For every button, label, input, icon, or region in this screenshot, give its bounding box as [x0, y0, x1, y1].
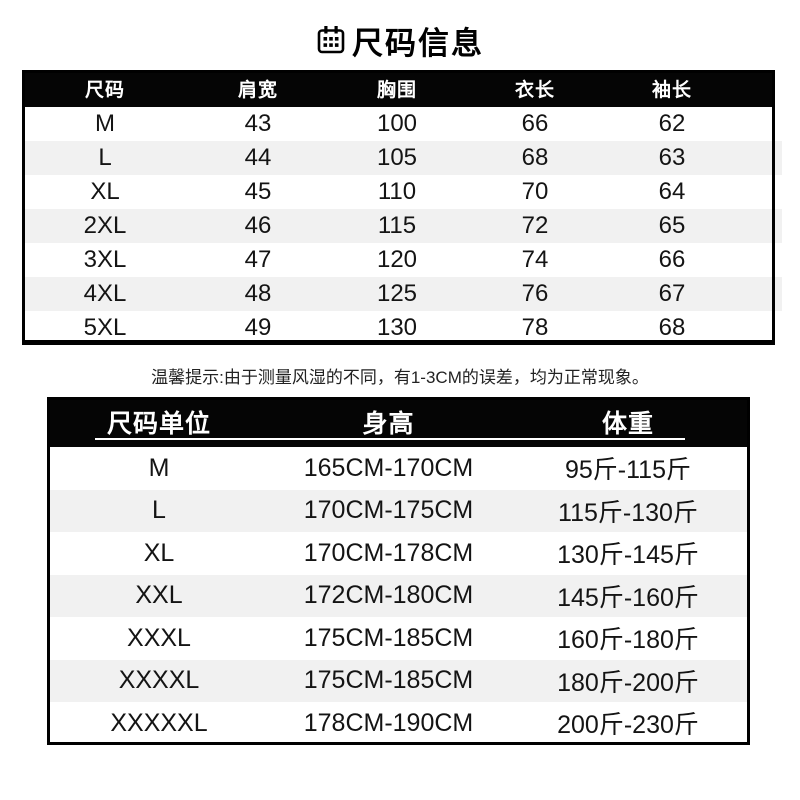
chest-cell: 110	[377, 178, 417, 205]
weight-cell: 160斤-180斤	[557, 626, 699, 655]
size-table-header-chest: 胸围	[376, 80, 417, 101]
calendar-grid-icon	[316, 25, 346, 55]
size-table-header-row: 尺码 肩宽 胸围 衣长 袖长	[22, 70, 775, 107]
size-cell: XXXL	[127, 623, 191, 652]
shoulder-cell: 44	[244, 144, 272, 171]
sleeve-cell: 66	[658, 246, 686, 273]
page-title: 尺码信息	[0, 20, 800, 61]
height-cell: 170CM-175CM	[303, 496, 474, 525]
sleeve-cell: 64	[658, 178, 686, 205]
size-cell: XXXXXL	[110, 708, 208, 737]
size-table-header-length: 衣长	[514, 80, 555, 101]
height-cell: 170CM-178CM	[303, 538, 474, 567]
size-table-header-sleeve: 袖长	[651, 80, 692, 101]
header-underline	[95, 438, 685, 440]
length-cell: 74	[521, 246, 549, 273]
size-cell: XXL	[135, 581, 183, 610]
shoulder-cell: 47	[244, 246, 272, 273]
table-row: 4XL 48 125 76 67	[22, 277, 782, 311]
sleeve-cell: 68	[658, 314, 686, 341]
size-cell: XXXXL	[118, 666, 200, 695]
height-cell: 175CM-185CM	[303, 623, 474, 652]
chest-cell: 105	[376, 144, 418, 171]
table-row: XXXXL 175CM-185CM 180斤-200斤	[47, 659, 750, 702]
weight-cell: 180斤-200斤	[557, 668, 699, 697]
sleeve-cell: 67	[658, 280, 686, 307]
size-cell: L	[98, 144, 112, 171]
table-row: 2XL 46 115 72 65	[22, 209, 782, 243]
shoulder-cell: 49	[244, 314, 272, 341]
size-cell: 4XL	[83, 280, 127, 307]
chest-cell: 115	[377, 212, 417, 239]
table-row: 5XL 49 130 78 68	[22, 311, 782, 345]
table-row: XXL 172CM-180CM 145斤-160斤	[47, 574, 750, 617]
size-cell: M	[95, 110, 115, 137]
height-cell: 165CM-170CM	[303, 453, 474, 482]
table-row: M 43 100 66 62	[22, 107, 782, 141]
table-row: XL 45 110 70 64	[22, 175, 782, 209]
measurement-tip: 温馨提示:由于测量风湿的不同，有1-3CM的误差，均为正常现象。	[151, 368, 649, 387]
size-cell: L	[152, 496, 166, 525]
weight-cell: 95斤-115斤	[565, 456, 691, 485]
table-row: L 44 105 68 63	[22, 141, 782, 175]
length-cell: 68	[521, 144, 549, 171]
chest-cell: 125	[376, 280, 418, 307]
size-table-header-size: 尺码	[84, 80, 125, 101]
length-cell: 78	[521, 314, 549, 341]
sleeve-cell: 62	[658, 110, 686, 137]
unit-table-header-weight: 体重	[601, 410, 654, 438]
length-cell: 70	[521, 178, 549, 205]
size-cell: 5XL	[83, 314, 127, 341]
length-cell: 66	[521, 110, 549, 137]
length-cell: 72	[521, 212, 549, 239]
unit-table-header-height: 身高	[362, 410, 415, 438]
weight-cell: 200斤-230斤	[557, 711, 699, 740]
size-cell: M	[148, 453, 170, 482]
height-cell: 178CM-190CM	[303, 708, 474, 737]
chest-cell: 100	[376, 110, 418, 137]
unit-table-header-row: 尺码单位 身高 体重	[47, 397, 750, 447]
unit-table: 尺码单位 身高 体重 M 165CM-170CM 95斤-115斤 L 170C…	[47, 397, 750, 745]
size-cell: XL	[90, 178, 120, 205]
height-cell: 175CM-185CM	[303, 666, 474, 695]
length-cell: 76	[521, 280, 549, 307]
size-cell: 3XL	[83, 246, 127, 273]
table-row: XXXL 175CM-185CM 160斤-180斤	[47, 617, 750, 660]
unit-table-header-size: 尺码单位	[106, 410, 211, 438]
shoulder-cell: 45	[244, 178, 272, 205]
shoulder-cell: 48	[244, 280, 272, 307]
height-cell: 172CM-180CM	[303, 581, 474, 610]
size-table-header-shoulder: 肩宽	[237, 80, 278, 101]
table-row: 3XL 47 120 74 66	[22, 243, 782, 277]
sleeve-cell: 65	[658, 212, 686, 239]
chest-cell: 130	[376, 314, 418, 341]
table-row: M 165CM-170CM 95斤-115斤	[47, 447, 750, 490]
shoulder-cell: 43	[244, 110, 272, 137]
weight-cell: 130斤-145斤	[557, 541, 699, 570]
table-row: XL 170CM-178CM 130斤-145斤	[47, 532, 750, 575]
table-row: XXXXXL 178CM-190CM 200斤-230斤	[47, 702, 750, 745]
size-cell: XL	[143, 538, 175, 567]
size-table: 尺码 肩宽 胸围 衣长 袖长 M 43 100 66 62 L 44 105 6…	[22, 70, 782, 345]
chest-cell: 120	[376, 246, 418, 273]
page-title-text: 尺码信息	[352, 25, 484, 61]
sleeve-cell: 63	[658, 144, 686, 171]
weight-cell: 145斤-160斤	[557, 583, 699, 612]
size-cell: 2XL	[83, 212, 127, 239]
weight-cell: 115斤-130斤	[558, 498, 698, 527]
shoulder-cell: 46	[244, 212, 272, 239]
table-row: L 170CM-175CM 115斤-130斤	[47, 489, 750, 532]
